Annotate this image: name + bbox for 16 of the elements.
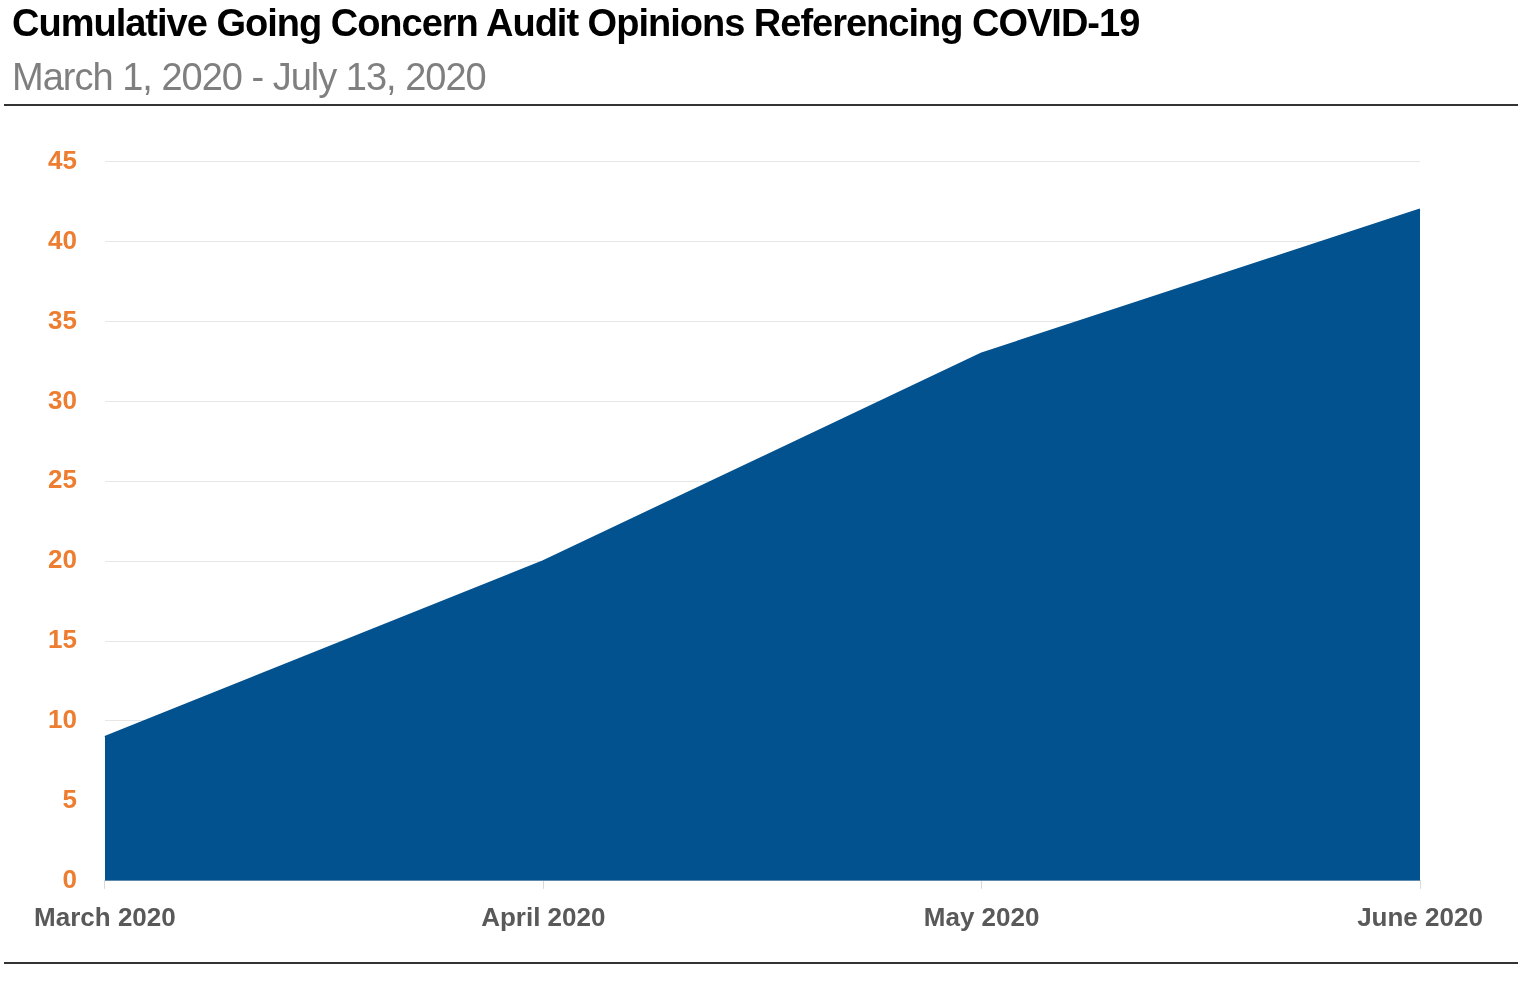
x-tick-label: March 2020 [34,901,176,932]
x-tick-label: June 2020 [1357,901,1483,932]
chart-subtitle: March 1, 2020 - July 13, 2020 [12,56,486,99]
y-tick-label: 45 [48,144,77,175]
chart-title: Cumulative Going Concern Audit Opinions Referencing COVID-19 [12,2,1140,45]
y-tick-label: 5 [62,784,77,815]
y-tick-label: 15 [48,624,77,655]
x-tick-label: May 2020 [923,901,1040,932]
x-tick-label: April 2020 [481,901,606,932]
y-tick-label: 25 [48,464,77,495]
y-tick-label: 35 [48,304,77,335]
y-tick-label: 10 [48,704,77,735]
y-tick-label: 20 [48,544,77,575]
y-tick-label: 30 [48,384,77,415]
y-tick-label: 40 [48,224,77,255]
y-tick-label: 0 [62,863,77,894]
